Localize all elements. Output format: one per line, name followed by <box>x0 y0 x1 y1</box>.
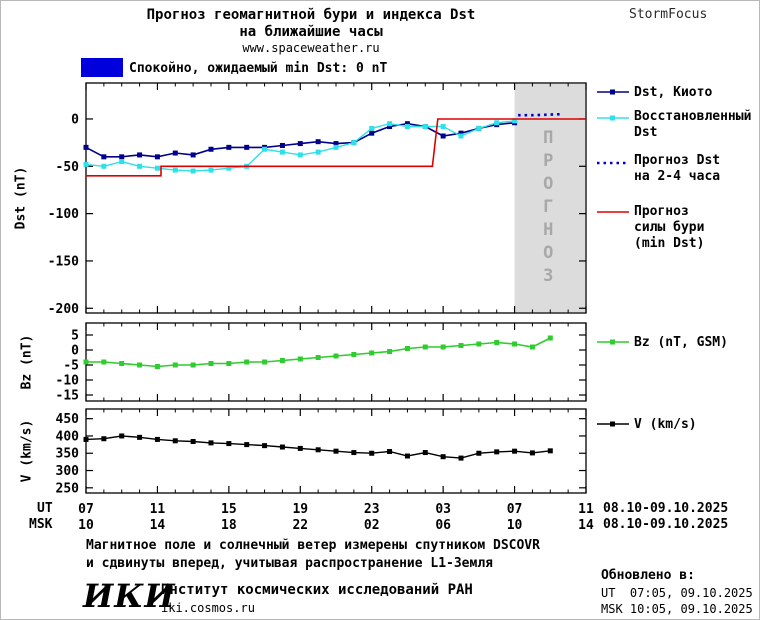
svg-text:02: 02 <box>364 518 380 533</box>
svg-text:18: 18 <box>221 518 237 533</box>
svg-text:Р: Р <box>543 151 553 171</box>
legend-dst-kyoto: Dst, Киото <box>634 85 713 100</box>
svg-text:П: П <box>543 128 553 148</box>
svg-text:З: З <box>543 266 553 286</box>
svg-text:0: 0 <box>71 112 79 127</box>
svg-text:11: 11 <box>150 502 166 517</box>
msk-row-label: MSK <box>29 517 53 532</box>
brand-label: StormFocus <box>629 7 708 22</box>
svg-text:-150: -150 <box>48 254 79 269</box>
ut-date-range: 08.10-09.10.2025 <box>603 501 729 516</box>
page-title-line2: на ближайшие часы <box>239 24 383 40</box>
institute-name: Институт космических исследований РАН <box>161 582 473 598</box>
svg-text:10: 10 <box>507 518 523 533</box>
legend-forecast-line1: Прогноз Dst <box>634 153 721 168</box>
msk-date-range: 08.10-09.10.2025 <box>603 517 729 532</box>
svg-text:19: 19 <box>292 502 308 517</box>
legend-restored-line1: Восстановленный <box>634 109 752 124</box>
legend-storm-line1: Прогноз <box>634 204 689 219</box>
measurement-note-line1: Магнитное поле и солнечный ветер измерен… <box>86 538 540 553</box>
svg-text:07: 07 <box>78 502 94 517</box>
svg-text:-100: -100 <box>48 207 79 222</box>
svg-text:11: 11 <box>578 502 594 517</box>
updated-label: Обновлено в: <box>601 568 695 583</box>
measurement-note-line2: и сдвинуты вперед, учитывая распростране… <box>86 556 493 571</box>
svg-text:5: 5 <box>71 329 79 344</box>
svg-text:О: О <box>543 174 553 194</box>
legend-restored-line2: Dst <box>634 125 658 140</box>
updated-ut: UT 07:05, 09.10.2025 <box>601 586 753 600</box>
svg-text:400: 400 <box>56 429 80 444</box>
status-level-swatch <box>81 58 123 77</box>
svg-text:250: 250 <box>56 481 80 496</box>
svg-text:-10: -10 <box>56 374 80 389</box>
svg-text:15: 15 <box>221 502 237 517</box>
legend-forecast-line2: на 2-4 часа <box>634 169 721 184</box>
status-text: Спокойно, ожидаемый min Dst: 0 nT <box>129 61 388 76</box>
legend-storm-line3: (min Dst) <box>634 236 705 251</box>
svg-text:-50: -50 <box>56 160 80 175</box>
svg-text:22: 22 <box>292 518 308 533</box>
svg-text:14: 14 <box>578 518 594 533</box>
svg-text:10: 10 <box>78 518 94 533</box>
legend-bz: Bz (nT, GSM) <box>634 335 728 350</box>
svg-text:06: 06 <box>435 518 451 533</box>
svg-text:03: 03 <box>435 502 451 517</box>
svg-text:14: 14 <box>150 518 166 533</box>
svg-text:350: 350 <box>56 447 80 462</box>
legend-v: V (km/s) <box>634 417 697 432</box>
svg-text:-15: -15 <box>56 389 79 404</box>
svg-text:-5: -5 <box>63 359 79 374</box>
spaceweather-url: www.spaceweather.ru <box>242 41 380 55</box>
svg-text:07: 07 <box>507 502 523 517</box>
page-title: Прогноз геомагнитной бури и индекса Dst <box>146 7 476 23</box>
svg-text:Г: Г <box>543 197 553 217</box>
svg-text:О: О <box>543 243 553 263</box>
svg-text:300: 300 <box>56 464 80 479</box>
svg-text:-200: -200 <box>48 302 79 317</box>
svg-text:Н: Н <box>543 220 553 240</box>
svg-text:450: 450 <box>56 412 80 427</box>
iki-url: iki.cosmos.ru <box>161 601 255 615</box>
svg-text:0: 0 <box>71 344 79 359</box>
updated-msk: MSK 10:05, 09.10.2025 <box>601 602 753 616</box>
legend-storm-line2: силы бури <box>634 220 705 235</box>
svg-text:23: 23 <box>364 502 380 517</box>
ut-row-label: UT <box>37 501 53 516</box>
iki-logo: ИКИ <box>83 577 176 615</box>
